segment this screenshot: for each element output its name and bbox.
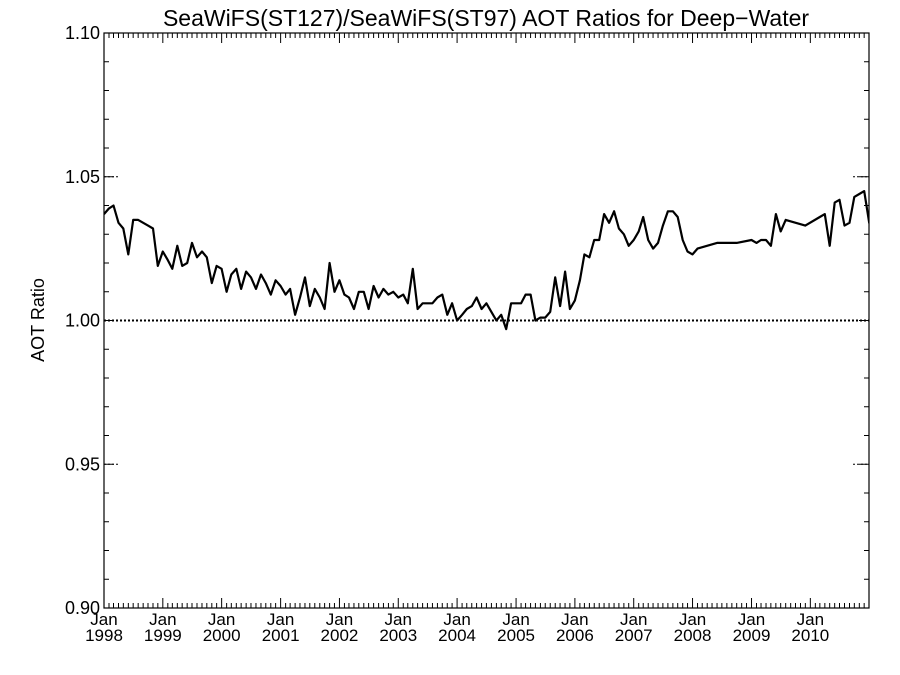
y-tick-label: 0.90 — [65, 598, 100, 618]
x-tick-label-month: Jan — [208, 610, 235, 629]
x-tick-label-year: 2006 — [556, 626, 594, 645]
x-tick-label-month: Jan — [738, 610, 765, 629]
x-tick-label-year: 1999 — [144, 626, 182, 645]
y-tick-label: 1.00 — [65, 311, 100, 331]
y-axis: 0.90 0.95 1.00 1.05 1.10 — [65, 23, 869, 618]
x-tick-label-month: Jan — [385, 610, 412, 629]
x-tick-label-year: 2004 — [438, 626, 476, 645]
x-tick-label-year: 2009 — [733, 626, 771, 645]
y-axis-label: AOT Ratio — [28, 278, 48, 362]
y-tick-label: 1.10 — [65, 23, 100, 43]
plot-frame — [103, 32, 870, 609]
x-tick-label-month: Jan — [326, 610, 353, 629]
x-tick-label-year: 2002 — [321, 626, 359, 645]
x-axis: Jan1998Jan1999Jan2000Jan2001Jan2002Jan20… — [85, 33, 865, 645]
y-tick-label: 1.05 — [65, 167, 100, 187]
x-tick-label-month: Jan — [561, 610, 588, 629]
series-line-1 — [104, 190, 869, 331]
x-tick-label-year: 2001 — [262, 626, 300, 645]
series-layer — [104, 190, 869, 331]
x-tick-label-month: Jan — [443, 610, 470, 629]
x-tick-label-year: 2008 — [674, 626, 712, 645]
x-tick-label-year: 1998 — [85, 626, 123, 645]
x-tick-label-year: 2003 — [379, 626, 417, 645]
x-tick-label-year: 2005 — [497, 626, 535, 645]
x-tick-label-month: Jan — [620, 610, 647, 629]
x-tick-label-month: Jan — [149, 610, 176, 629]
x-tick-label-month: Jan — [90, 610, 117, 629]
x-tick-label-month: Jan — [679, 610, 706, 629]
x-tick-label-month: Jan — [267, 610, 294, 629]
y-tick-label: 0.95 — [65, 454, 100, 474]
chart-title: SeaWiFS(ST127)/SeaWiFS(ST97) AOT Ratios … — [163, 5, 809, 31]
x-tick-label-month: Jan — [502, 610, 529, 629]
x-tick-label-month: Jan — [797, 610, 824, 629]
x-tick-label-year: 2000 — [203, 626, 241, 645]
reference-lines — [104, 176, 869, 465]
x-tick-label-year: 2007 — [615, 626, 653, 645]
x-tick-label-year: 2010 — [791, 626, 829, 645]
